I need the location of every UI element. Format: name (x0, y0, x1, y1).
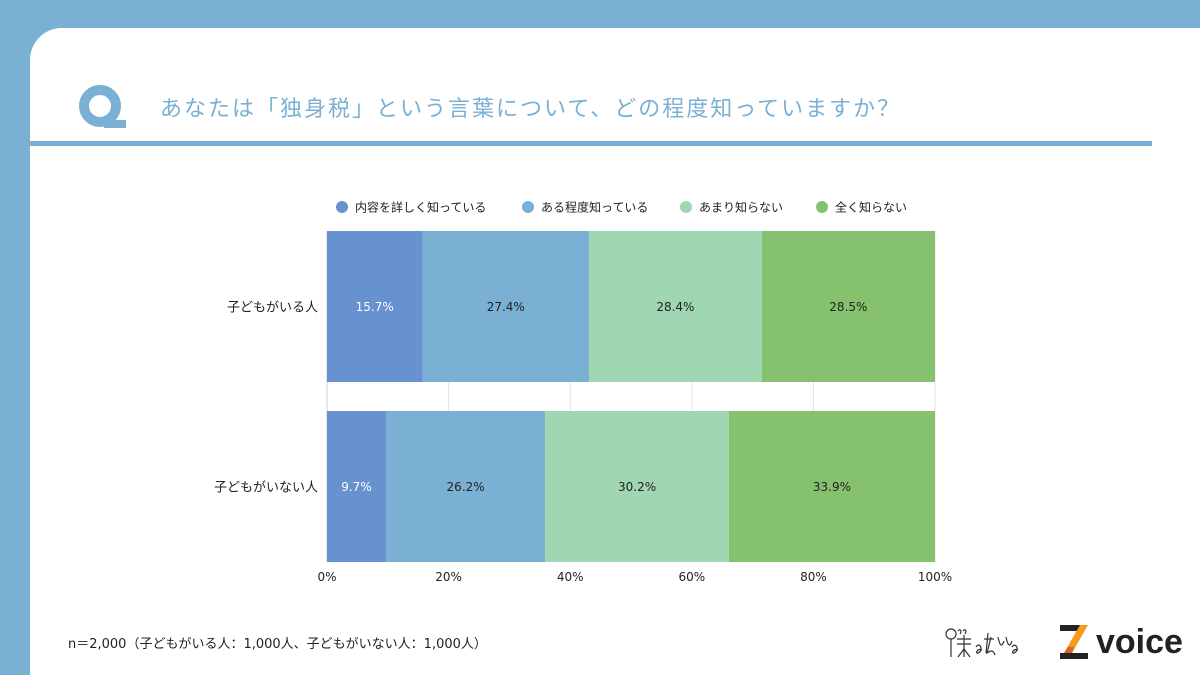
sample-size-note: n＝2,000（子どもがいる人：1,000人、子どもがいない人：1,000人） (68, 637, 487, 652)
category-label: 子どもがいない人 (214, 481, 318, 496)
legend-marker (522, 201, 534, 213)
bar-segment (761, 231, 935, 382)
question-title: あなたは「独身税」という言葉について、どの程度知っていますか？ (160, 97, 902, 122)
legend-marker (680, 201, 692, 213)
z-mark-icon (1060, 625, 1088, 659)
header-divider (30, 141, 1152, 146)
bar-segment (422, 231, 590, 382)
data-label: 27.4% (487, 300, 525, 314)
legend-label: 内容を詳しく知っている (355, 200, 486, 215)
voice-logo: voice (1060, 622, 1183, 662)
x-tick-label: 100% (918, 570, 952, 584)
bar-segment (589, 231, 762, 382)
legend-label: 全く知らない (835, 200, 907, 215)
x-tick-label: 60% (678, 570, 705, 584)
legend-marker (816, 201, 828, 213)
bar-segment (385, 411, 546, 562)
x-tick-label: 40% (557, 570, 584, 584)
bar-segment (327, 231, 423, 382)
brand-name: voice (1096, 622, 1183, 661)
data-label: 26.2% (447, 480, 485, 494)
x-tick-label: 20% (435, 570, 462, 584)
bar-segment (728, 411, 935, 562)
data-label: 28.4% (656, 300, 694, 314)
legend-label: ある程度知っている (541, 200, 648, 215)
handwritten-logo (945, 628, 1019, 658)
bar-segment (545, 411, 729, 562)
data-label: 15.7% (356, 300, 394, 314)
data-label: 33.9% (813, 480, 851, 494)
data-label: 9.7% (341, 480, 372, 494)
data-label: 30.2% (618, 480, 656, 494)
data-label: 28.5% (829, 300, 867, 314)
category-label: 子どもがいる人 (227, 301, 318, 316)
q-icon (79, 85, 126, 128)
bar-segment (327, 411, 386, 562)
legend-marker (336, 201, 348, 213)
legend-label: あまり知らない (699, 201, 783, 215)
x-tick-label: 80% (800, 570, 827, 584)
x-tick-label: 0% (317, 570, 336, 584)
